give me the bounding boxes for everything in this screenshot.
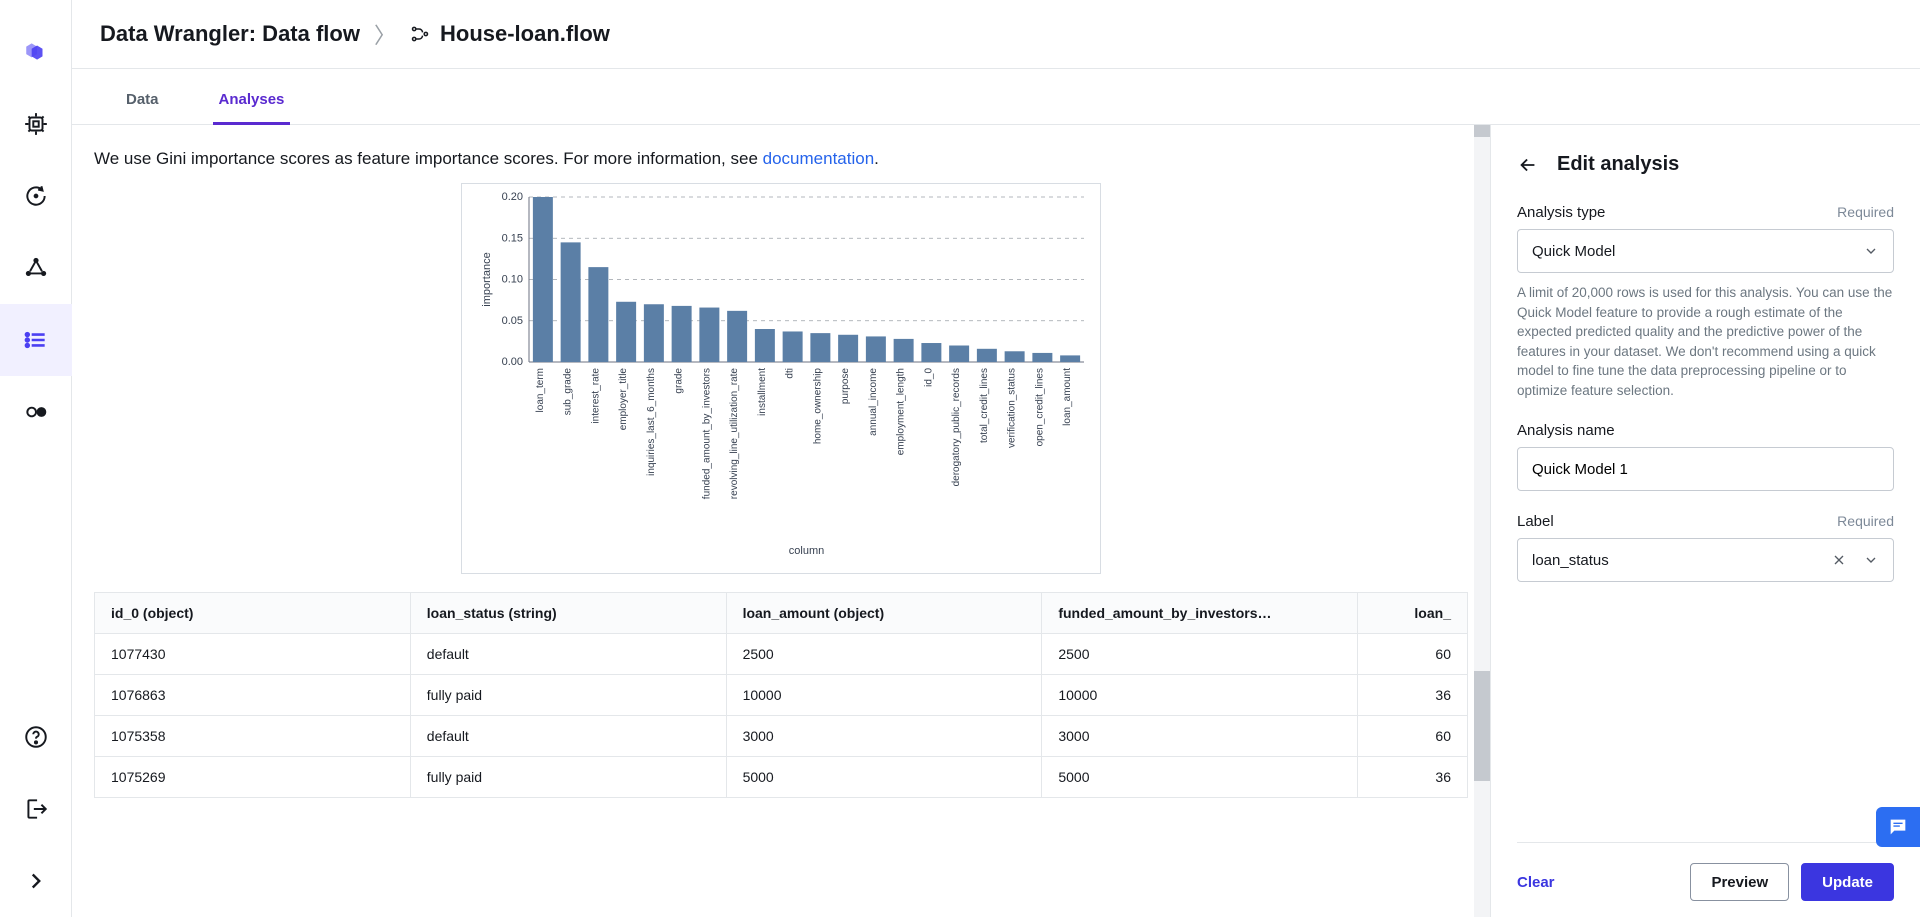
data-preview-table: id_0 (object)loan_status (string)loan_am… <box>94 592 1468 798</box>
svg-text:0.20: 0.20 <box>502 192 523 203</box>
label-select[interactable]: loan_status <box>1517 538 1894 582</box>
rail-graph-icon[interactable] <box>0 232 72 304</box>
svg-text:interest_rate: interest_rate <box>590 368 601 424</box>
svg-text:verification_status: verification_status <box>1007 368 1018 448</box>
rail-logo[interactable] <box>0 16 72 88</box>
table-row[interactable]: 1077430default2500250060 <box>95 634 1468 675</box>
rail-logout-icon[interactable] <box>0 773 72 845</box>
svg-text:employer_title: employer_title <box>618 368 629 431</box>
svg-text:0.10: 0.10 <box>502 274 523 286</box>
svg-text:derogatory_public_records: derogatory_public_records <box>951 368 962 486</box>
feature-importance-chart: 0.00 0.05 0.10 0.15 0.20 importance loan_term s… <box>461 183 1101 574</box>
table-header[interactable]: loan_ <box>1358 593 1468 634</box>
table-row[interactable]: 1075269fully paid5000500036 <box>95 757 1468 798</box>
svg-text:revolving_line_utilization_rat: revolving_line_utilization_rate <box>729 368 740 500</box>
chevron-down-icon <box>1863 243 1879 259</box>
analysis-name-label: Analysis name <box>1517 422 1615 439</box>
rail-toggle-icon[interactable] <box>0 376 72 448</box>
scrollbar[interactable] <box>1474 125 1490 917</box>
analysis-type-help: A limit of 20,000 rows is used for this … <box>1517 283 1894 400</box>
svg-text:loan_term: loan_term <box>535 368 546 412</box>
analysis-name-input[interactable] <box>1517 447 1894 491</box>
svg-text:id_0: id_0 <box>923 368 934 387</box>
analysis-type-label: Analysis type <box>1517 204 1605 221</box>
edit-analysis-panel: Edit analysis Analysis type Required Qui… <box>1490 125 1920 917</box>
svg-text:open_credit_lines: open_credit_lines <box>1034 368 1045 446</box>
rail-expand-icon[interactable] <box>0 845 72 917</box>
tab-bar: Data Analyses <box>72 79 1920 125</box>
flow-icon <box>410 24 430 44</box>
clear-x-icon[interactable] <box>1831 552 1847 568</box>
breadcrumb-root[interactable]: Data Wrangler: Data flow <box>100 21 360 47</box>
required-tag: Required <box>1837 513 1894 529</box>
panel-title: Edit analysis <box>1557 153 1679 176</box>
svg-text:home_ownership: home_ownership <box>812 368 823 445</box>
svg-text:loan_amount: loan_amount <box>1062 368 1073 426</box>
chevron-right-icon: 〉 <box>374 18 396 50</box>
svg-text:grade: grade <box>674 368 685 394</box>
svg-text:funded_amount_by_investors: funded_amount_by_investors <box>701 368 712 499</box>
svg-text:total_credit_lines: total_credit_lines <box>979 368 990 443</box>
clear-button[interactable]: Clear <box>1517 874 1555 891</box>
rail-list-icon[interactable] <box>0 304 72 376</box>
table-header[interactable]: id_0 (object) <box>95 593 411 634</box>
required-tag: Required <box>1837 204 1894 220</box>
table-row[interactable]: 1075358default3000300060 <box>95 716 1468 757</box>
label-label: Label <box>1517 513 1554 530</box>
preview-button[interactable]: Preview <box>1690 863 1789 901</box>
svg-text:0.00: 0.00 <box>502 356 523 368</box>
svg-text:installment: installment <box>757 368 768 416</box>
svg-text:sub_grade: sub_grade <box>563 368 574 416</box>
back-arrow-icon[interactable] <box>1517 154 1539 176</box>
rail-processor-icon[interactable] <box>0 88 72 160</box>
breadcrumb: Data Wrangler: Data flow 〉 House-loan.fl… <box>72 0 1920 69</box>
breadcrumb-file[interactable]: House-loan.flow <box>410 21 610 47</box>
svg-text:inquiries_last_6_months: inquiries_last_6_months <box>646 368 657 476</box>
svg-text:dti: dti <box>785 368 796 379</box>
svg-text:0.05: 0.05 <box>502 315 523 327</box>
documentation-link[interactable]: documentation <box>763 149 875 168</box>
table-header[interactable]: loan_status (string) <box>410 593 726 634</box>
chat-fab[interactable] <box>1876 807 1920 847</box>
table-header[interactable]: loan_amount (object) <box>726 593 1042 634</box>
tab-data[interactable]: Data <box>120 79 165 124</box>
left-nav-rail <box>0 0 72 917</box>
svg-text:purpose: purpose <box>840 368 851 405</box>
table-row[interactable]: 1076863fully paid100001000036 <box>95 675 1468 716</box>
rail-help-icon[interactable] <box>0 701 72 773</box>
svg-text:annual_income: annual_income <box>868 368 879 436</box>
rail-refresh-icon[interactable] <box>0 160 72 232</box>
analysis-type-select[interactable]: Quick Model <box>1517 229 1894 273</box>
chevron-down-icon <box>1863 552 1879 568</box>
description-text: We use Gini importance scores as feature… <box>94 149 1468 169</box>
table-header[interactable]: funded_amount_by_investors… <box>1042 593 1358 634</box>
svg-text:0.15: 0.15 <box>502 232 523 244</box>
svg-text:column: column <box>789 545 824 557</box>
update-button[interactable]: Update <box>1801 863 1894 901</box>
tab-analyses[interactable]: Analyses <box>213 79 291 125</box>
svg-text:employment_length: employment_length <box>896 368 907 455</box>
svg-text:importance: importance <box>481 252 493 306</box>
